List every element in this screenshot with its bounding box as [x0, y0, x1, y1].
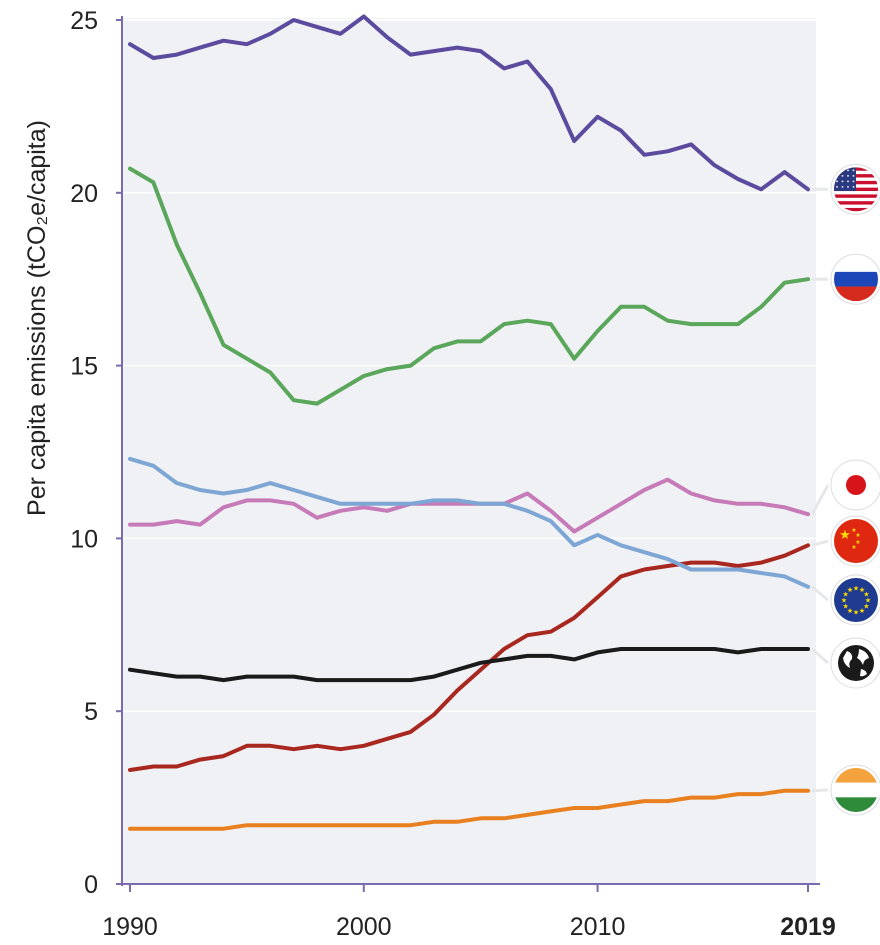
axes [121, 16, 820, 886]
plot-background [122, 18, 816, 884]
x-tick-label: 2019 [780, 913, 836, 941]
svg-text:★: ★ [865, 597, 871, 605]
x-tick-label: 2000 [336, 913, 392, 941]
y-tick-label: 15 [70, 353, 98, 381]
series-line-usa-flag [128, 14, 810, 192]
y-tick-label: 0 [84, 871, 98, 899]
world-globe-icon [830, 637, 880, 689]
series-line-china-flag [128, 543, 810, 772]
india-flag-icon [830, 764, 880, 816]
svg-text:★: ★ [853, 609, 859, 617]
x-tick-label: 1990 [102, 913, 158, 941]
svg-text:★: ★ [842, 591, 848, 599]
svg-text:★: ★ [842, 603, 848, 611]
svg-text:★: ★ [847, 586, 853, 594]
russia-flag-icon [830, 253, 880, 305]
y-tick-label: 25 [70, 7, 98, 35]
x-tick-label: 2010 [570, 913, 626, 941]
y-tick-label: 10 [70, 525, 98, 553]
gridlines [122, 19, 816, 712]
flag-legend: ★ ★★★★★★★★★★★★★ ★ ★★ [830, 163, 880, 816]
china-flag-icon: ★ ★★★★ [830, 515, 880, 567]
series-line-russia-flag [128, 166, 810, 406]
y-tick-label: 5 [84, 698, 98, 726]
series-lines [128, 14, 810, 831]
svg-text:★: ★ [851, 527, 856, 534]
flag-connectors [810, 187, 830, 793]
y-tick-label: 20 [70, 180, 98, 208]
svg-text:★: ★ [841, 597, 847, 605]
series-line-india-flag [128, 788, 810, 831]
japan-flag-icon [830, 459, 880, 511]
svg-text:★: ★ [863, 603, 869, 611]
flag-connector [810, 484, 830, 515]
svg-text:★: ★ [847, 607, 853, 615]
svg-text:★: ★ [853, 585, 859, 593]
svg-text:★: ★ [859, 586, 865, 594]
flag-connector [811, 788, 829, 793]
usa-flag-icon [830, 163, 880, 215]
y-axis-label: Per capita emissions (tCO₂e/capita) [23, 120, 51, 516]
x-tick-labels: 1990 2000 2010 2019 [102, 884, 836, 941]
flag-connector [811, 539, 829, 547]
svg-text:★: ★ [855, 539, 860, 546]
svg-text:★: ★ [863, 591, 869, 599]
svg-text:★: ★ [859, 607, 865, 615]
svg-text:★: ★ [855, 532, 860, 539]
series-line-eu-flag [128, 456, 810, 589]
eu-flag-icon: ★★★★★★★★★ ★ ★★ [830, 574, 880, 626]
svg-text:★: ★ [839, 528, 851, 543]
flag-connector [811, 585, 829, 602]
flag-connector [811, 647, 829, 665]
y-tick-labels: 0 5 10 15 20 25 [70, 7, 122, 899]
svg-text:★: ★ [851, 544, 856, 551]
series-line-world-globe [128, 647, 810, 683]
